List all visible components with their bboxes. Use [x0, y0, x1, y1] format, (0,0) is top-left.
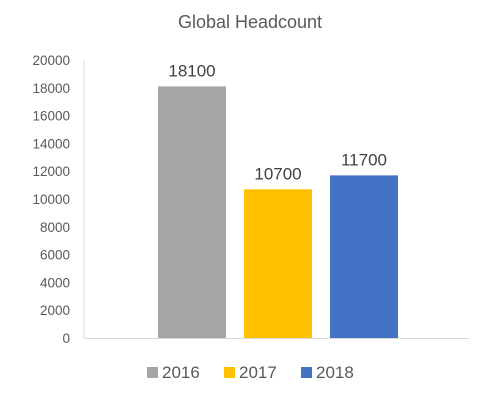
y-tick-label: 4000 — [40, 275, 70, 290]
legend-label-2018: 2018 — [316, 363, 354, 382]
y-tick-label: 12000 — [32, 164, 70, 179]
y-tick-label: 20000 — [32, 53, 70, 68]
y-tick-label: 10000 — [32, 192, 70, 207]
y-tick-label: 14000 — [32, 136, 70, 151]
y-tick-label: 0 — [62, 331, 70, 346]
legend-swatch-2016 — [147, 367, 158, 378]
data-label-2016: 18100 — [168, 61, 215, 80]
chart-title: Global Headcount — [178, 12, 322, 32]
data-label-2018: 11700 — [341, 150, 387, 169]
legend-swatch-2017 — [224, 367, 235, 378]
bar-2016 — [158, 86, 226, 338]
legend: 2016 2017 2018 — [147, 363, 354, 382]
y-tick-label: 2000 — [40, 303, 70, 318]
legend-swatch-2018 — [301, 367, 312, 378]
y-tick-label: 16000 — [32, 109, 70, 124]
y-tick-label: 6000 — [40, 248, 70, 263]
bar-2018 — [330, 175, 398, 338]
y-tick-label: 18000 — [32, 81, 70, 96]
data-labels: 18100 10700 11700 — [168, 61, 387, 183]
data-label-2017: 10700 — [254, 164, 301, 183]
bars — [158, 86, 398, 338]
legend-label-2017: 2017 — [239, 363, 277, 382]
y-tick-label: 8000 — [40, 220, 70, 235]
bar-2017 — [244, 189, 312, 338]
legend-label-2016: 2016 — [162, 363, 200, 382]
y-axis-ticks: 0 2000 4000 6000 8000 10000 12000 14000 16000 180… — [32, 53, 70, 346]
